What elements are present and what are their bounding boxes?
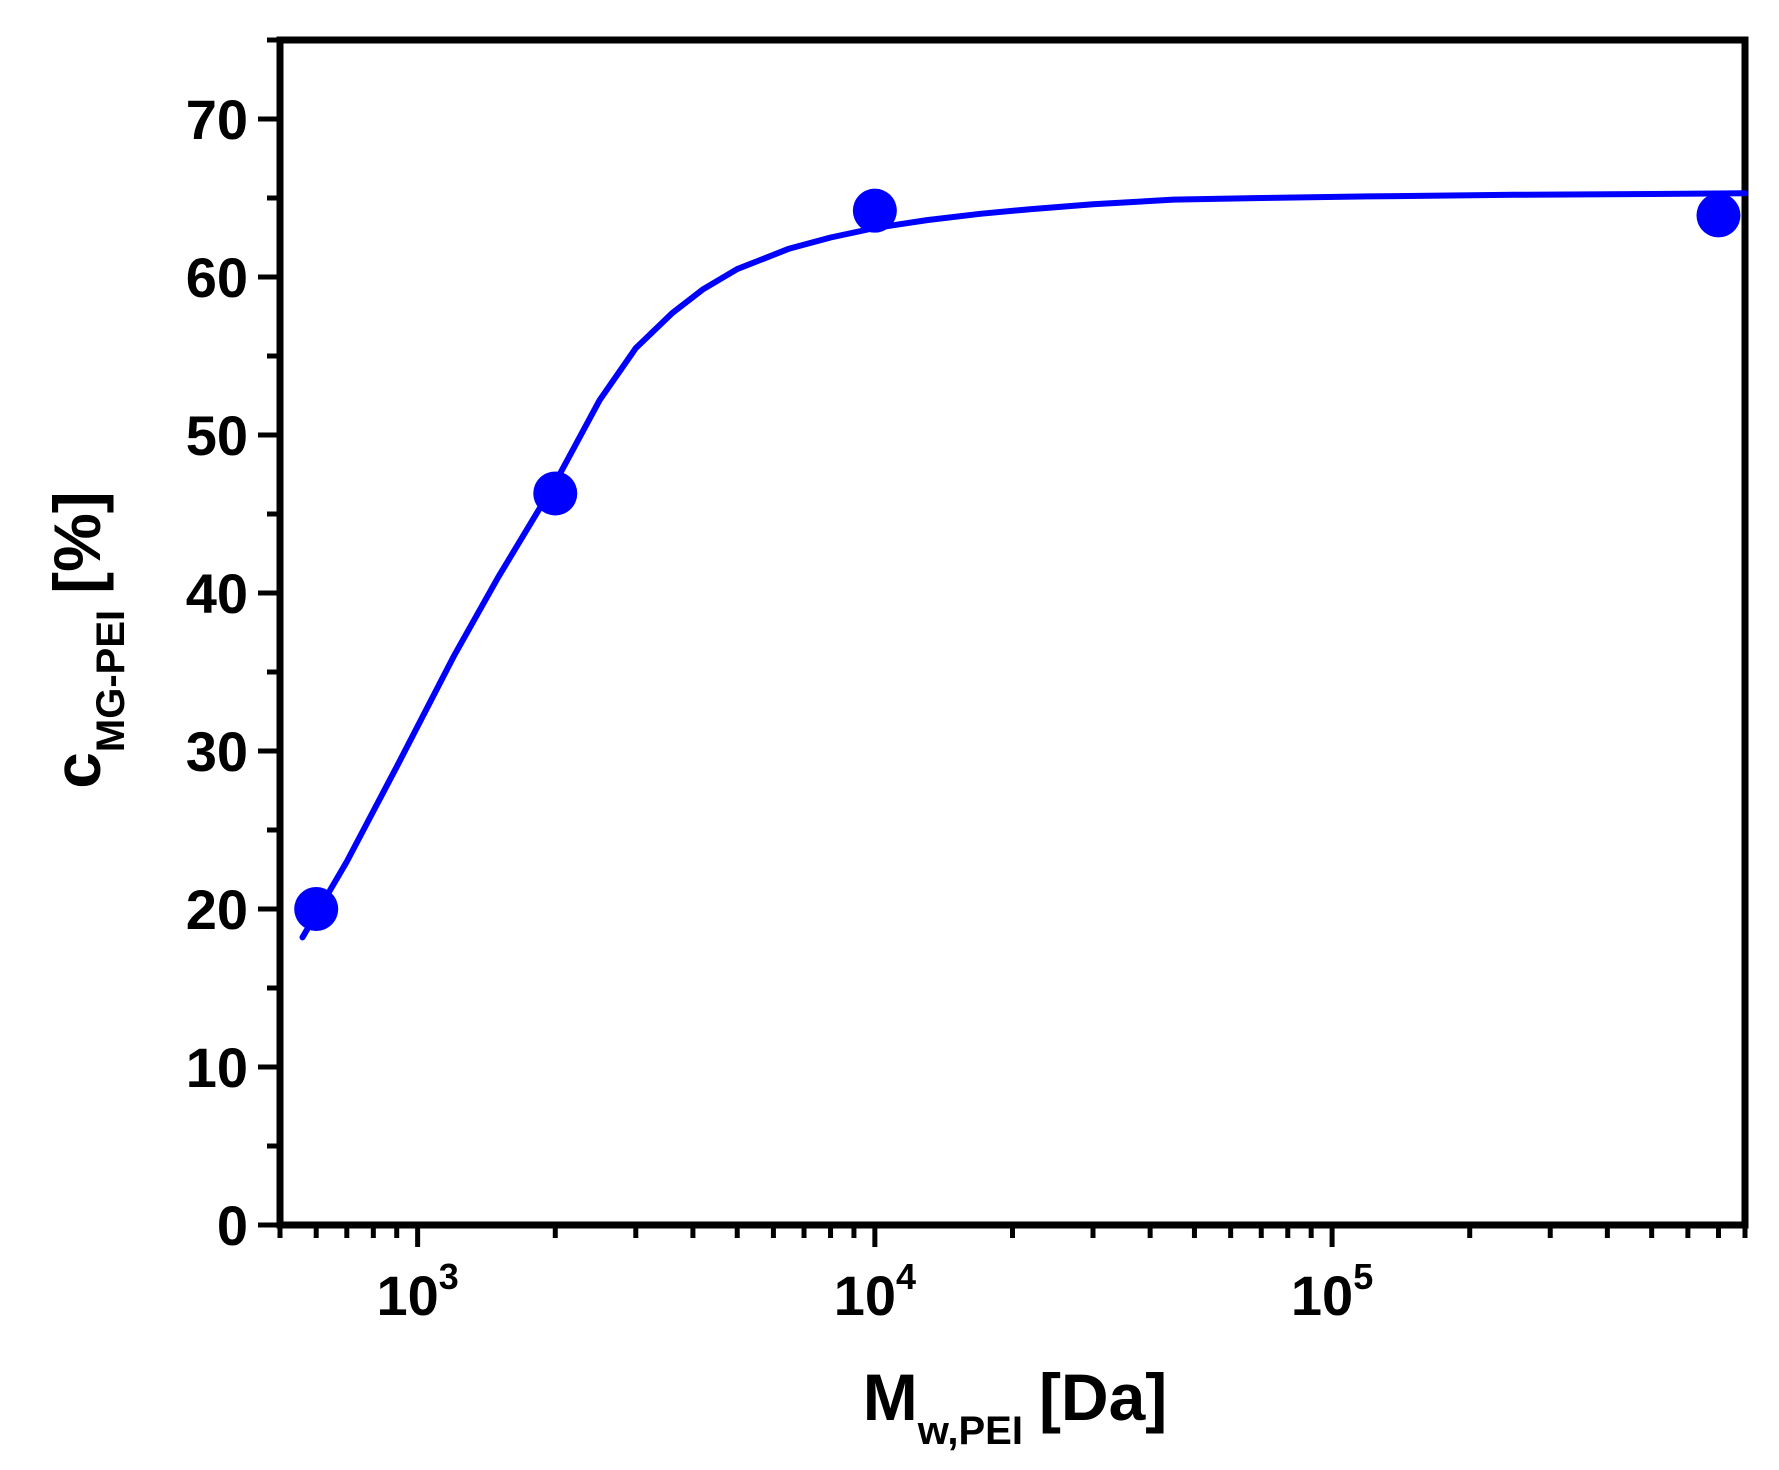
x-axis-label: Mw,PEI [Da] <box>863 1360 1168 1453</box>
x-axis-label-unit: [Da] <box>1039 1360 1167 1434</box>
data-point <box>533 471 578 516</box>
y-tick-label: 70 <box>186 88 248 151</box>
data-point <box>852 188 897 233</box>
y-axis-label-main: c <box>40 752 114 789</box>
x-tick-label-base: 10 <box>1291 1264 1353 1327</box>
y-tick-labels: 0 10 20 30 40 50 60 70 <box>186 88 248 1257</box>
data-points <box>294 188 1741 931</box>
x-axis-label-sub: w,PEI <box>917 1409 1023 1453</box>
x-tick-labels: 103 104 105 <box>376 1256 1373 1327</box>
x-tick-label-exp: 4 <box>896 1256 916 1297</box>
x-tick-label-exp: 3 <box>439 1256 459 1297</box>
x-tick-label: 104 <box>834 1256 916 1327</box>
x-tick-label-base: 10 <box>376 1264 438 1327</box>
y-tick-label: 20 <box>186 878 248 941</box>
y-tick-label: 30 <box>186 720 248 783</box>
data-point <box>1696 193 1741 238</box>
x-tick-label-base: 10 <box>834 1264 896 1327</box>
y-tick-label: 40 <box>186 562 248 625</box>
x-tick-label-exp: 5 <box>1353 1256 1373 1297</box>
y-tick-label: 10 <box>186 1036 248 1099</box>
y-tick-label: 50 <box>186 404 248 467</box>
minor-ticks <box>267 37 1748 1238</box>
x-tick-label: 105 <box>1291 1256 1373 1327</box>
y-axis-label-unit: [%] <box>40 491 114 594</box>
y-axis-label: cMG-PEI [%] <box>40 491 133 789</box>
fit-line <box>299 190 1748 941</box>
data-point <box>294 887 339 931</box>
x-axis-label-main: M <box>863 1360 918 1434</box>
plot-frame <box>276 36 1749 1229</box>
y-axis-label-sub: MG-PEI <box>89 610 133 752</box>
y-tick-label: 60 <box>186 246 248 309</box>
major-ticks <box>258 116 1335 1247</box>
x-tick-label: 103 <box>376 1256 458 1327</box>
y-tick-label: 0 <box>217 1194 248 1257</box>
